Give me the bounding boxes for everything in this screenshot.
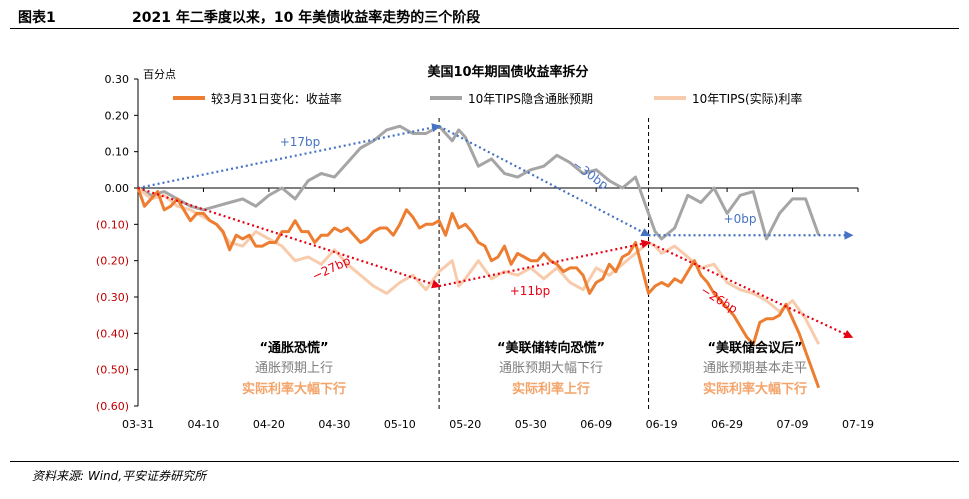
phase-inflation-note: 通胀预期基本走平 bbox=[703, 361, 807, 376]
y-tick-label: (0.60) bbox=[96, 400, 129, 413]
phase-real-rate-note: 实际利率上行 bbox=[512, 381, 590, 397]
arrow-label: +11bp bbox=[510, 284, 551, 298]
figure-label: 图表1 bbox=[18, 10, 56, 26]
phase-title: “美联储会议后” bbox=[707, 340, 802, 356]
x-tick-label: 03-31 bbox=[122, 418, 154, 431]
chart-title: 美国10年期国债收益率拆分 bbox=[427, 64, 588, 80]
trend-arrow bbox=[438, 125, 651, 237]
legend-label: 较3月31日变化：收益率 bbox=[211, 91, 342, 106]
series-line-0 bbox=[136, 187, 821, 389]
series-line-2 bbox=[137, 186, 821, 345]
phase-real-rate-note: 实际利率大幅下行 bbox=[703, 381, 807, 397]
trend-arrow bbox=[438, 239, 651, 288]
y-tick-label: (0.50) bbox=[96, 364, 129, 377]
legend-label: 10年TIPS隐含通胀预期 bbox=[468, 91, 593, 106]
y-tick-label: 0.10 bbox=[105, 146, 130, 159]
y-tick-label: 0.30 bbox=[105, 73, 130, 86]
arrow-label: −30bp bbox=[570, 157, 611, 192]
source-note: 资料来源: Wind,平安证券研究所 bbox=[32, 469, 207, 483]
x-tick-label: 04-10 bbox=[187, 418, 219, 431]
y-tick-label: (0.40) bbox=[96, 327, 129, 340]
y-tick-label: 0.00 bbox=[105, 182, 130, 195]
legend-label: 10年TIPS(实际)利率 bbox=[692, 91, 802, 106]
series-line-1 bbox=[137, 124, 821, 241]
x-tick-label: 07-19 bbox=[842, 418, 874, 431]
phase-real-rate-note: 实际利率大幅下行 bbox=[242, 381, 346, 397]
arrow-label: −26bp bbox=[698, 283, 740, 316]
y-tick-label: (0.10) bbox=[96, 218, 129, 231]
arrow-label: −27bp bbox=[310, 253, 353, 283]
figure-footer-rule bbox=[10, 461, 959, 462]
phase-inflation-note: 通胀预期大幅下行 bbox=[499, 361, 603, 376]
x-tick-label: 06-29 bbox=[711, 418, 743, 431]
figure-title: 2021 年二季度以来，10 年美债收益率走势的三个阶段 bbox=[132, 10, 481, 26]
phase-inflation-note: 通胀预期上行 bbox=[255, 361, 333, 376]
x-tick-label: 05-30 bbox=[515, 418, 547, 431]
x-tick-label: 04-20 bbox=[253, 418, 285, 431]
figure-header: 图表1 2021 年二季度以来，10 年美债收益率走势的三个阶段 bbox=[10, 4, 959, 29]
y-tick-label: (0.30) bbox=[96, 291, 129, 304]
x-tick-label: 06-09 bbox=[580, 418, 612, 431]
trend-arrow bbox=[648, 241, 854, 339]
arrow-label: +17bp bbox=[280, 135, 321, 149]
arrow-label: +0bp bbox=[724, 212, 757, 226]
x-tick-label: 05-20 bbox=[449, 418, 481, 431]
x-tick-label: 07-09 bbox=[777, 418, 809, 431]
y-tick-label: (0.20) bbox=[96, 255, 129, 268]
phase-title: “美联储转向恐慌” bbox=[497, 340, 605, 356]
x-tick-label: 06-19 bbox=[646, 418, 678, 431]
x-tick-label: 04-30 bbox=[318, 418, 350, 431]
trend-arrow bbox=[137, 123, 442, 190]
y-axis-unit-label: 百分点 bbox=[143, 68, 176, 81]
phase-title: “通胀恐慌” bbox=[259, 340, 328, 356]
x-tick-label: 05-10 bbox=[384, 418, 416, 431]
y-tick-label: 0.20 bbox=[105, 109, 130, 122]
